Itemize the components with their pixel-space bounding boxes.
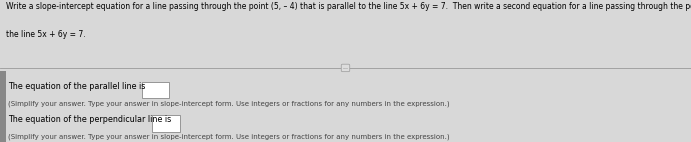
Text: The equation of the perpendicular line is: The equation of the perpendicular line i…: [8, 115, 171, 124]
Bar: [0, 71, 6, 142]
Text: (Simplify your answer. Type your answer in slope-intercept form. Use integers or: (Simplify your answer. Type your answer …: [8, 133, 450, 140]
Text: the line 5x + 6y = 7.: the line 5x + 6y = 7.: [6, 30, 85, 38]
FancyBboxPatch shape: [142, 82, 169, 98]
Text: The equation of the parallel line is: The equation of the parallel line is: [8, 82, 146, 91]
FancyBboxPatch shape: [152, 115, 180, 132]
Text: Write a slope-intercept equation for a line passing through the point (5, – 4) t: Write a slope-intercept equation for a l…: [6, 2, 691, 11]
Text: ...: ...: [343, 65, 348, 70]
Text: (Simplify your answer. Type your answer in slope-intercept form. Use integers or: (Simplify your answer. Type your answer …: [8, 101, 450, 107]
